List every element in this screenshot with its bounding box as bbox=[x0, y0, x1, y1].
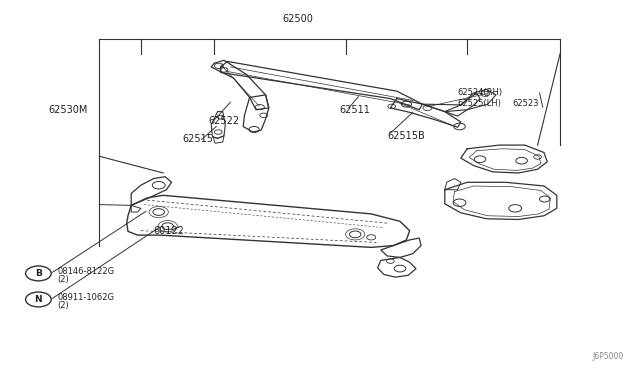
Text: 62530M: 62530M bbox=[48, 105, 88, 115]
Text: N: N bbox=[35, 295, 42, 304]
Text: 08146-8122G: 08146-8122G bbox=[58, 267, 115, 276]
Text: 62523: 62523 bbox=[512, 99, 538, 108]
Text: (2): (2) bbox=[58, 301, 69, 310]
Text: (2): (2) bbox=[58, 275, 69, 284]
Text: 62525(LH): 62525(LH) bbox=[458, 99, 502, 108]
Text: 62522: 62522 bbox=[208, 116, 239, 126]
Text: 60122: 60122 bbox=[154, 226, 184, 235]
Text: 62500: 62500 bbox=[282, 14, 313, 24]
Text: 62515: 62515 bbox=[182, 135, 213, 144]
Text: 62515B: 62515B bbox=[387, 131, 425, 141]
Text: J6P5000: J6P5000 bbox=[593, 352, 624, 361]
Text: 62511: 62511 bbox=[339, 105, 370, 115]
Text: 08911-1062G: 08911-1062G bbox=[58, 293, 115, 302]
Text: 62524(RH): 62524(RH) bbox=[458, 88, 503, 97]
Text: B: B bbox=[35, 269, 42, 278]
